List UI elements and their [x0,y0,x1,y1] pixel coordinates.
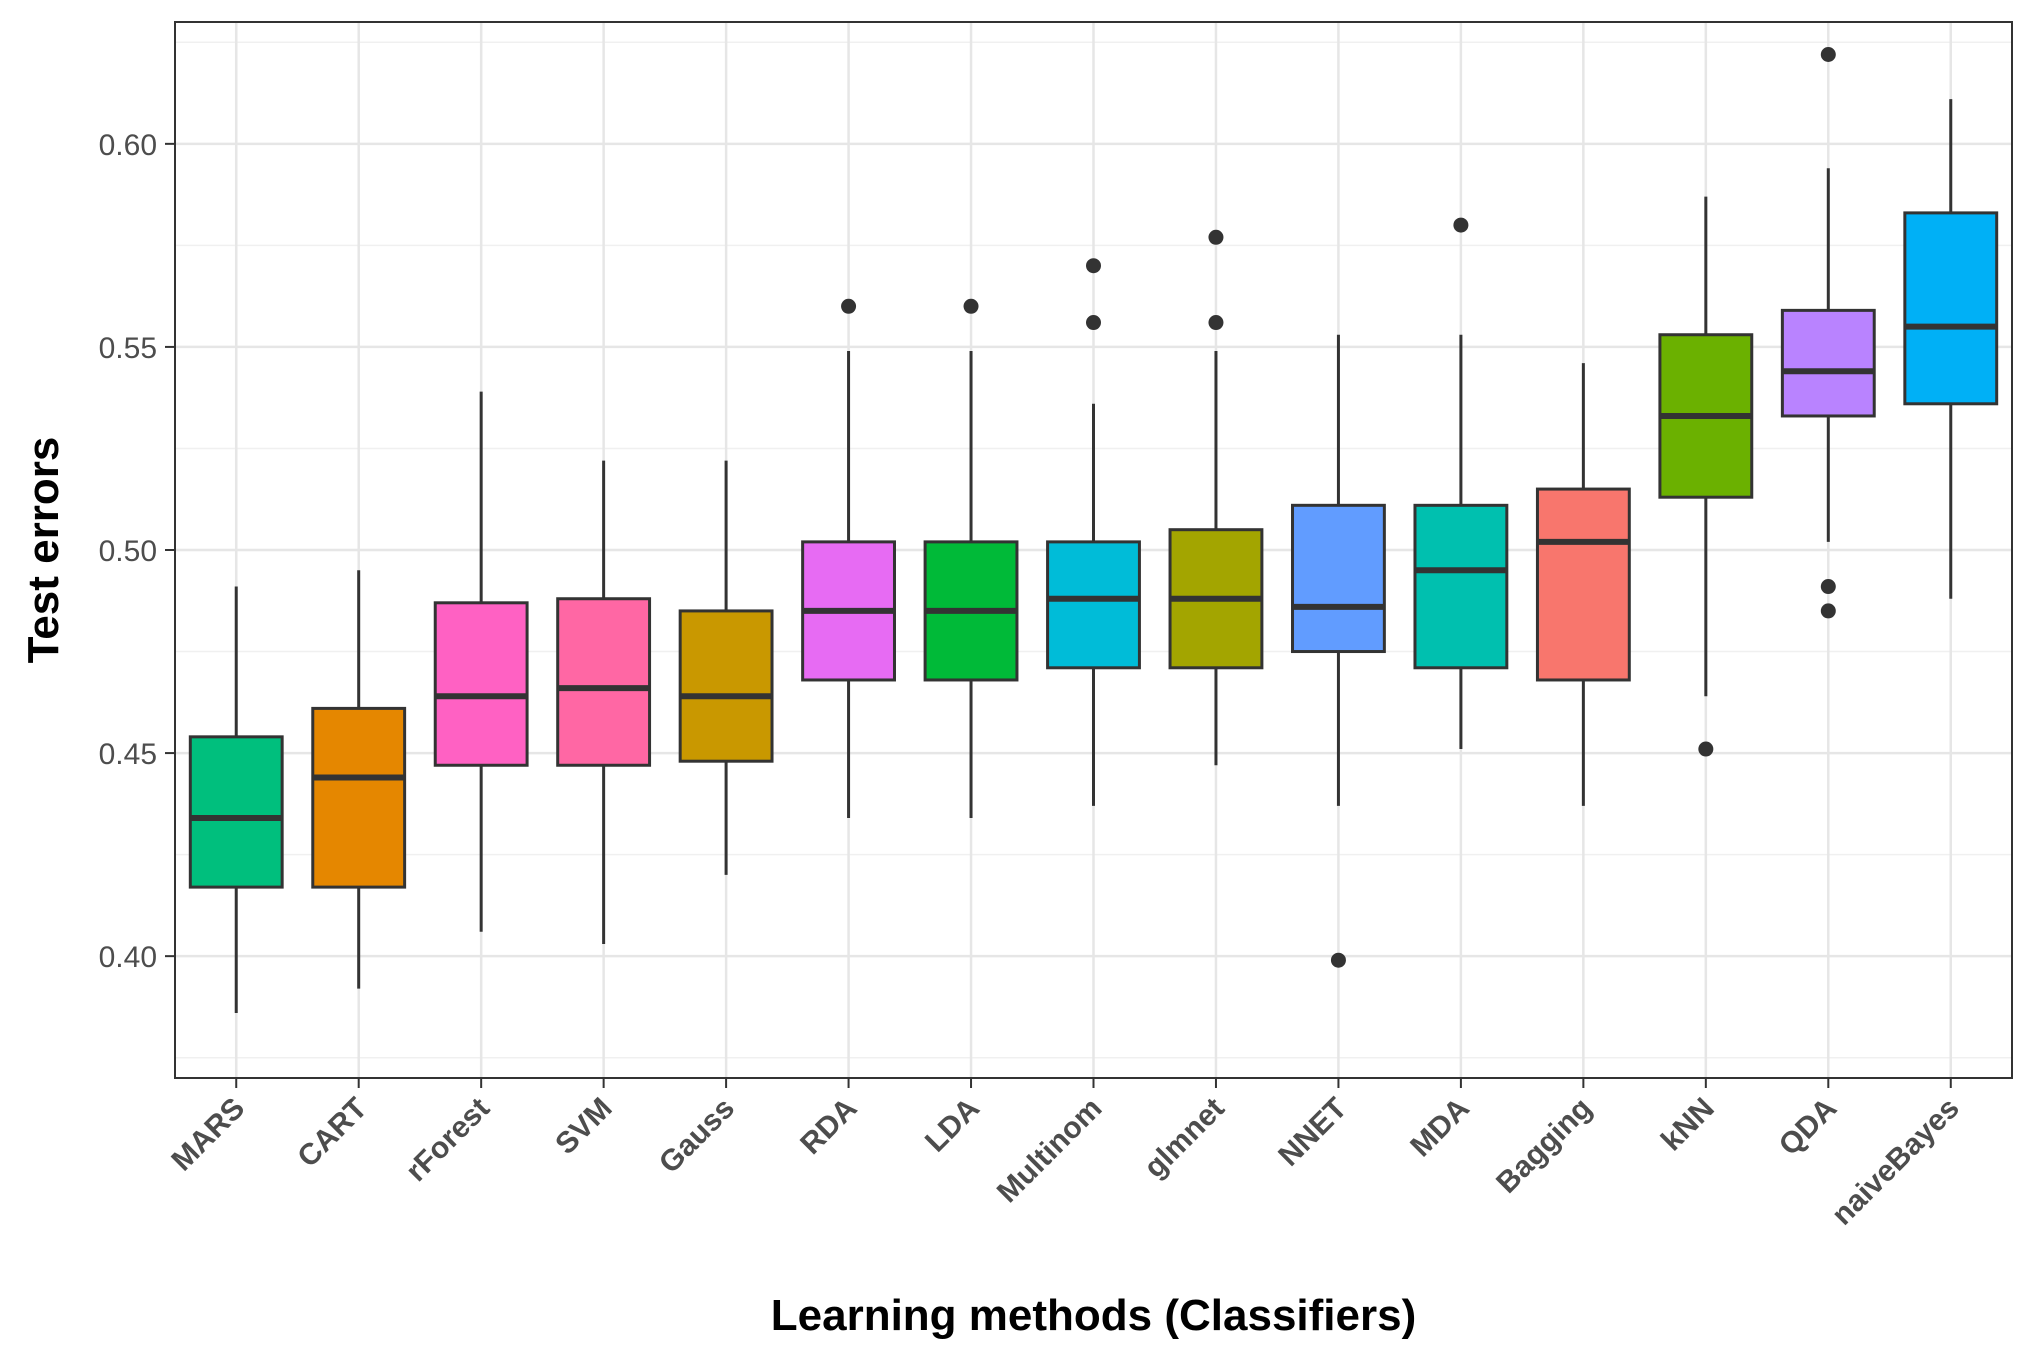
box-iqr [188,735,284,889]
box-naiveBayes [1903,99,1999,599]
outlier-point [841,298,857,314]
y-tick-label: 0.40 [99,941,157,974]
box-Gauss [678,460,774,875]
box-glmnet [1168,229,1264,766]
box-iqr [433,601,529,767]
box-SVM [556,460,652,944]
box-iqr [311,706,407,889]
box-NNET [1291,334,1386,968]
outlier-point [1086,315,1101,331]
boxes [188,46,1999,1014]
outlier-point [1820,46,1836,62]
box-iqr [678,609,774,763]
box-LDA [923,298,1019,819]
y-tick-label: 0.50 [99,535,157,568]
outlier-point [1208,315,1224,331]
outlier-point [1820,603,1836,619]
box-MDA [1413,217,1509,750]
outlier-point [1820,579,1836,595]
box-Multinom [1046,258,1141,806]
box-RDA [801,298,896,819]
box-kNN [1658,196,1754,757]
box-iqr [1046,540,1141,670]
outlier-point [1208,229,1224,245]
box-iqr [1291,503,1386,654]
box-Bagging [1535,363,1631,806]
y-tick-label: 0.45 [99,738,157,771]
outlier-point [1086,258,1101,274]
box-iqr [1535,487,1631,682]
outlier-point [1330,952,1346,968]
box-iqr [556,597,652,767]
y-tick-label: 0.55 [99,332,157,365]
box-iqr [1780,308,1876,418]
box-iqr [1903,211,1999,406]
box-QDA [1780,46,1876,619]
y-axis: 0.40 0.45 0.50 0.55 0.60 [99,129,175,974]
outlier-point [963,298,979,314]
outlier-point [1698,741,1714,757]
box-iqr [1413,503,1509,670]
box-CART [311,570,407,989]
outlier-point [1453,217,1469,233]
box-MARS [188,586,284,1014]
box-rForest [433,391,529,932]
x-axis-title: Learning methods (Classifiers) [771,1291,1416,1340]
y-tick-label: 0.60 [99,129,157,162]
y-axis-title: Test errors [19,437,68,664]
